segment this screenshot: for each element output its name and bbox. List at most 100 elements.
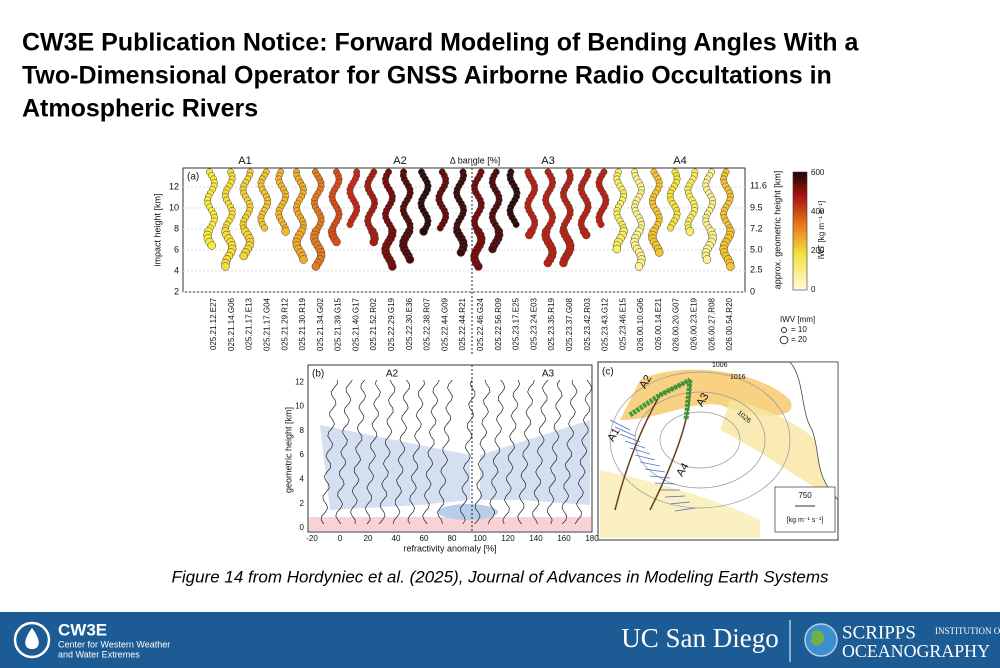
profile-dot — [207, 241, 216, 250]
profile-dot — [634, 262, 644, 271]
ivt-blob — [600, 470, 760, 538]
profile-line — [320, 379, 338, 525]
profile-label: 025.21.52.R02 — [369, 297, 378, 350]
legend-dot — [779, 335, 789, 345]
profile-label: 025.21.12.E27 — [209, 297, 218, 350]
label: A2 — [393, 155, 406, 167]
tangent-line — [674, 507, 696, 512]
profile-line — [487, 379, 506, 525]
tick-label: 12 — [169, 181, 179, 191]
blue-area — [320, 425, 470, 510]
profile-label: 025.22.56.R09 — [494, 297, 503, 350]
profile-dot — [543, 258, 553, 268]
label: (a) — [187, 172, 199, 183]
tangent-line — [634, 454, 656, 461]
blue-area — [480, 420, 590, 505]
tick-label: 0 — [338, 534, 343, 543]
pink-band — [309, 517, 591, 531]
profile-dot — [612, 244, 622, 254]
profile-dot — [512, 221, 520, 228]
tick-label: 2.5 — [750, 264, 763, 274]
track-a2 — [628, 377, 692, 418]
org-line: Center for Western Weather — [58, 639, 170, 649]
track-a3 — [683, 379, 693, 421]
profile-line — [422, 379, 440, 525]
profile-dot — [488, 244, 497, 254]
profile-line — [378, 379, 396, 525]
tick-label: 7.2 — [750, 223, 763, 233]
label: A4 — [674, 461, 691, 479]
label: (b) — [312, 369, 324, 380]
org-name: CW3E — [58, 620, 107, 639]
profile-label: 025.21.34.G02 — [316, 297, 325, 350]
tangent-line — [614, 426, 636, 437]
profile-label: 025.22.44.G09 — [440, 297, 449, 350]
axis-label: impact height [km] — [152, 193, 162, 266]
label: A3 — [542, 369, 555, 380]
tick-label: 4 — [174, 265, 179, 275]
profile-dot — [581, 230, 591, 240]
profile-line — [561, 379, 578, 525]
tick-label: 12 — [295, 377, 304, 386]
profile-label: 025.21.29.R12 — [280, 297, 289, 350]
profile-line — [474, 379, 491, 525]
profile-label: 025.21.17.G04 — [262, 297, 271, 350]
title-line: CW3E Publication Notice: Forward Modelin… — [22, 29, 859, 57]
profile-dot — [685, 227, 695, 236]
title-line: Atmospheric Rivers — [22, 95, 258, 123]
label: A1 — [605, 426, 622, 444]
profile-line — [335, 379, 353, 525]
profile-line — [364, 379, 381, 525]
tick-label: 5.0 — [750, 244, 763, 254]
institution: INSTITUTION OF — [935, 626, 1000, 636]
tick-label: 10 — [169, 202, 179, 212]
label: = 20 — [791, 335, 807, 344]
profile-label: 025.22.38.R07 — [423, 297, 432, 350]
oceanography: OCEANOGRAPHY — [842, 641, 990, 661]
cw3e-logo — [13, 621, 51, 659]
label: A2 — [386, 369, 399, 380]
tick-label: 4 — [300, 475, 305, 484]
profile-label: 026.00.14.E21 — [654, 297, 663, 350]
profile-dot — [474, 262, 483, 271]
profile-label: 025.23.37.G08 — [565, 297, 574, 350]
label: [kg m⁻¹ s⁻¹] — [787, 517, 824, 524]
label: 1006 — [712, 362, 728, 369]
profile-label: 025.21.40.G17 — [351, 297, 360, 350]
profile-label: 026.00.10.G06 — [636, 297, 645, 350]
label: A1 — [238, 155, 251, 167]
tick-label: 600 — [811, 168, 825, 177]
profile-dot — [702, 255, 712, 264]
tick-label: 180 — [585, 534, 599, 543]
org-line: and Water Extremes — [58, 649, 140, 659]
profile-label: 025.22.46.G24 — [476, 297, 485, 350]
globe-land — [811, 630, 825, 646]
tangent-line — [629, 447, 651, 455]
profile-label: 025.21.17.E13 — [245, 297, 254, 350]
tick-label: 0 — [750, 286, 755, 296]
profile-line — [532, 379, 549, 525]
profile-label: 025.23.43.G12 — [601, 297, 610, 350]
tick-label: 11.6 — [750, 180, 767, 190]
profile-label: 026.00.54.R20 — [725, 297, 734, 350]
tick-label: 6 — [174, 244, 179, 254]
tangent-line — [644, 468, 666, 473]
label: 1016 — [730, 374, 746, 381]
profile-line — [392, 379, 410, 525]
profile-dot — [726, 262, 735, 271]
tick-label: 100 — [473, 534, 487, 543]
profile-label: 025.23.24.E03 — [529, 297, 538, 350]
tangent-line — [624, 440, 646, 449]
tick-label: 8 — [300, 426, 305, 435]
label: (c) — [602, 367, 614, 378]
caption: Figure 14 from Hordyniec et al. (2025), … — [171, 567, 829, 586]
label: A3 — [541, 155, 554, 167]
axis-label: approx. geometric height [km] — [772, 171, 782, 290]
tick-label: 60 — [420, 534, 429, 543]
axis-label: IWT [kg m⁻¹ s⁻¹] — [817, 201, 826, 260]
profile-dot — [559, 258, 568, 268]
tick-label: 400 — [811, 207, 825, 216]
profile-dot — [239, 251, 248, 261]
profile-dot — [299, 255, 308, 264]
scripps: SCRIPPS — [842, 622, 916, 643]
